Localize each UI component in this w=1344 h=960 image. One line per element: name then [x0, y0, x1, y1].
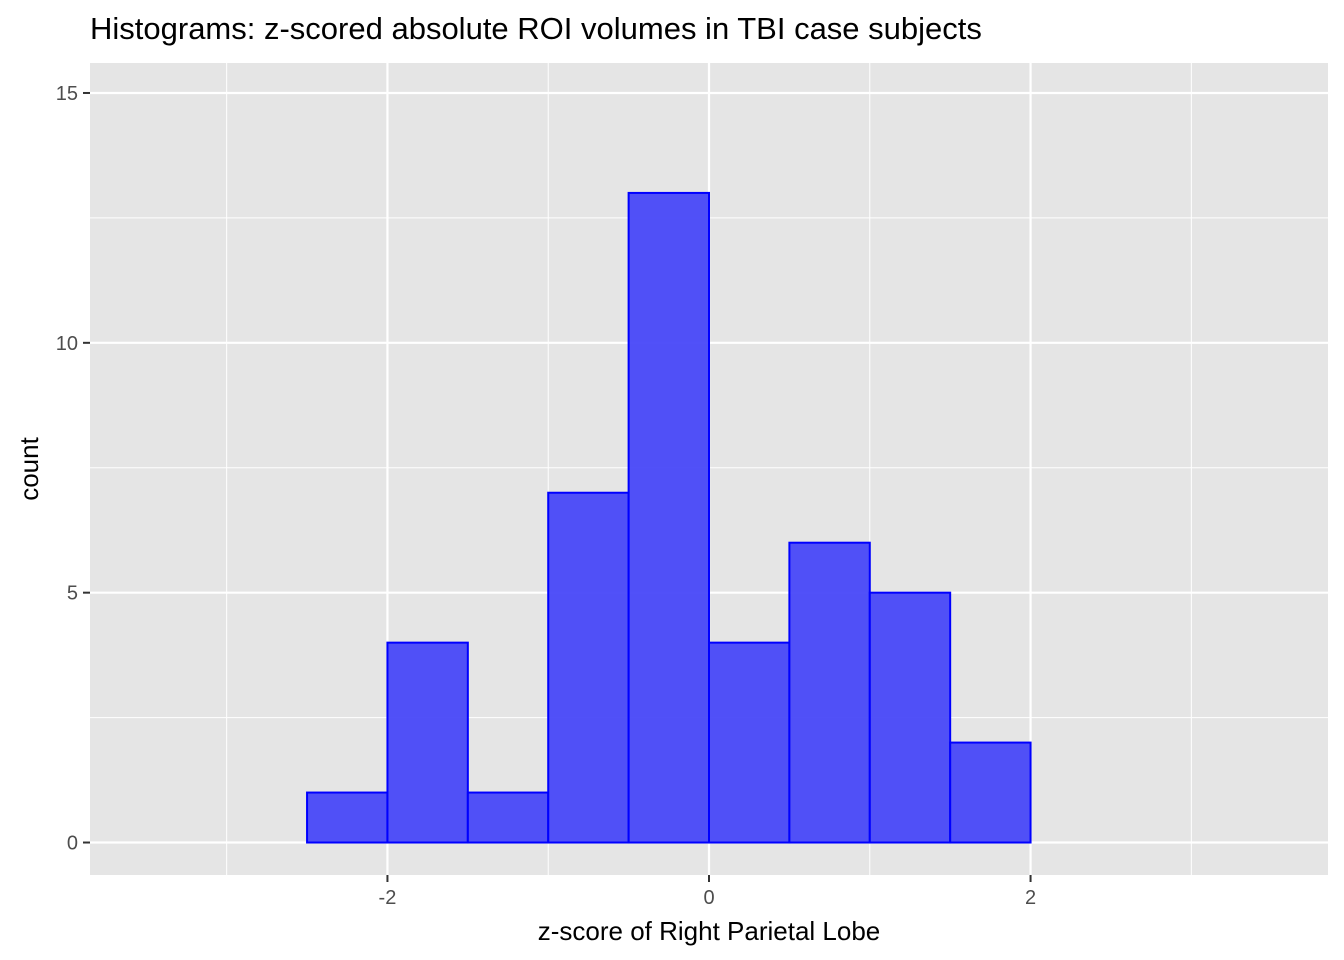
chart-title: Histograms: z-scored absolute ROI volume…: [90, 11, 982, 46]
y-tick-label: 5: [67, 583, 78, 605]
y-axis-title: count: [14, 436, 44, 500]
histogram-bar: [306, 791, 389, 844]
x-tick-label: -2: [379, 887, 397, 909]
histogram-bar: [788, 541, 871, 844]
histogram-bars: [306, 191, 1032, 844]
y-tick-label: 15: [56, 83, 78, 105]
histogram-bar: [627, 191, 711, 844]
y-tick-label: 10: [56, 333, 78, 355]
axes: 0 5 10 15 -2 0 2: [56, 83, 1036, 909]
histogram-bar: [466, 791, 550, 844]
x-axis-title: z-score of Right Parietal Lobe: [538, 916, 881, 946]
histogram-bar: [949, 741, 1032, 844]
histogram-bar: [547, 491, 630, 844]
histogram-bar: [708, 641, 791, 844]
x-tick-label: 2: [1025, 887, 1036, 909]
histogram-bar: [868, 591, 952, 844]
histogram-bar: [386, 641, 469, 844]
x-tick-label: 0: [703, 887, 714, 909]
y-tick-label: 0: [67, 833, 78, 855]
